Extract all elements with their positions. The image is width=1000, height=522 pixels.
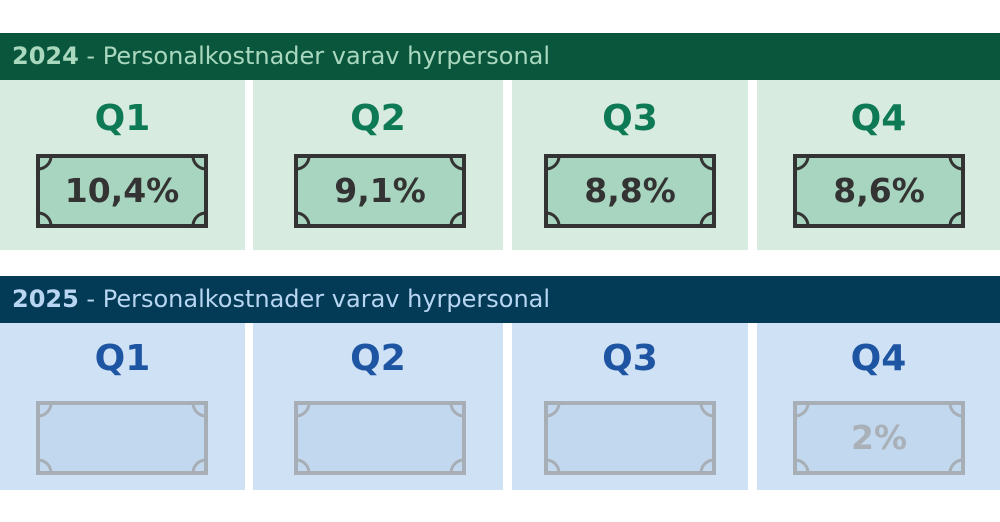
quarter-label: Q2 (350, 98, 406, 139)
quarter-card-q4: Q4 2% (757, 323, 1000, 490)
quarter-card-q1: Q1 10,4% (0, 80, 245, 250)
value: 8,6% (833, 171, 925, 210)
section-header: 2024 - Personalkostnader varav hyrperson… (0, 33, 1000, 80)
corner-ornament (794, 458, 810, 474)
value: 9,1% (334, 171, 426, 210)
quarter-label: Q1 (94, 338, 151, 379)
section-header: 2025 - Personalkostnader varav hyrperson… (0, 276, 1000, 323)
banknote-frame-icon (544, 401, 716, 475)
corner-ornament (191, 211, 207, 227)
section-title: - Personalkostnader varav hyrpersonal (78, 285, 551, 313)
value-badge (35, 400, 209, 476)
corner-ornament (449, 211, 465, 227)
corner-ornament (699, 211, 715, 227)
corner-ornament (948, 458, 964, 474)
banknote-frame-icon (793, 154, 965, 228)
value-badge: 8,8% (543, 153, 717, 229)
corner-ornament (295, 458, 311, 474)
quarter-card-q3: Q3 (512, 323, 748, 490)
value-badge: 9,1% (293, 153, 467, 229)
corner-ornament (699, 155, 715, 171)
corner-ornament (295, 155, 311, 171)
corner-ornament (545, 458, 561, 474)
corner-ornament (37, 402, 53, 418)
banknote-frame-icon (544, 154, 716, 228)
corner-ornament (699, 458, 715, 474)
corner-ornament (794, 155, 810, 171)
corner-ornament (295, 402, 311, 418)
corner-ornament (191, 402, 207, 418)
value-badge: 10,4% (35, 153, 209, 229)
banknote-frame-icon (36, 154, 208, 228)
corner-ornament (37, 211, 53, 227)
corner-ornament (794, 402, 810, 418)
value-badge: 2% (792, 400, 966, 476)
quarter-label: Q3 (602, 338, 658, 379)
quarter-label: Q1 (94, 98, 151, 139)
value-badge (293, 400, 467, 476)
value: 2% (850, 418, 908, 457)
value: 8,8% (584, 171, 676, 210)
corner-ornament (295, 211, 311, 227)
value: 10,4% (64, 171, 180, 210)
quarter-card-q2: Q2 9,1% (253, 80, 503, 250)
corner-ornament (948, 155, 964, 171)
quarter-card-q1: Q1 (0, 323, 245, 490)
corner-ornament (37, 458, 53, 474)
corner-ornament (545, 402, 561, 418)
quarter-label: Q4 (850, 338, 907, 379)
corner-ornament (545, 211, 561, 227)
corner-ornament (545, 155, 561, 171)
corner-ornament (948, 211, 964, 227)
corner-ornament (948, 402, 964, 418)
banknote-frame-icon (294, 401, 466, 475)
corner-ornament (449, 155, 465, 171)
section-title: - Personalkostnader varav hyrpersonal (78, 42, 551, 70)
corner-ornament (794, 211, 810, 227)
banknote-frame-icon (36, 401, 208, 475)
quarter-label: Q2 (350, 338, 406, 379)
quarter-card-q2: Q2 (253, 323, 503, 490)
corner-ornament (449, 402, 465, 418)
corner-ornament (37, 155, 53, 171)
quarter-label: Q4 (850, 98, 907, 139)
corner-ornament (191, 155, 207, 171)
banknote-frame-icon (793, 401, 965, 475)
value-badge: 8,6% (792, 153, 966, 229)
corner-ornament (449, 458, 465, 474)
corner-ornament (699, 402, 715, 418)
year-label: 2025 (12, 285, 79, 313)
quarter-card-q3: Q3 8,8% (512, 80, 748, 250)
quarter-label: Q3 (602, 98, 658, 139)
quarter-card-q4: Q4 8,6% (757, 80, 1000, 250)
banknote-frame-icon (294, 154, 466, 228)
value-badge (543, 400, 717, 476)
year-label: 2024 (12, 42, 79, 70)
corner-ornament (191, 458, 207, 474)
